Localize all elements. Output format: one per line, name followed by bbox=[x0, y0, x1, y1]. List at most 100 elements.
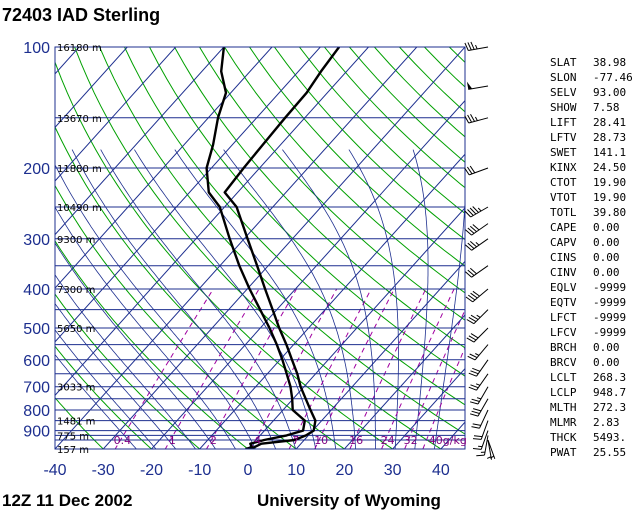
wind-barb-staff bbox=[480, 420, 489, 440]
wind-barb-full bbox=[470, 113, 475, 122]
isotherm-line bbox=[55, 47, 129, 129]
wind-barb-staff bbox=[484, 435, 489, 456]
wind-barb-full bbox=[471, 398, 480, 402]
wind-barb-full bbox=[464, 210, 472, 218]
index-label: LCLT bbox=[550, 371, 577, 384]
moist-adiabat-line bbox=[100, 149, 297, 449]
wind-barb bbox=[464, 165, 489, 176]
wind-barb bbox=[487, 439, 496, 459]
height-label: 3033 m bbox=[57, 383, 95, 394]
index-label: LFTV bbox=[550, 131, 577, 144]
index-value: 5493. bbox=[593, 431, 626, 444]
wind-barb bbox=[472, 420, 489, 440]
wind-barb-staff bbox=[471, 265, 489, 278]
pressure-tick-label: 800 bbox=[23, 403, 50, 420]
index-value: 7.58 bbox=[593, 101, 620, 114]
index-value: 24.50 bbox=[593, 161, 626, 174]
mixing-ratio-line bbox=[288, 288, 372, 449]
wind-barb-full bbox=[466, 166, 473, 175]
wind-barb-staff bbox=[487, 439, 492, 460]
pressure-tick-label: 900 bbox=[23, 424, 50, 441]
dry-adiabat-line bbox=[55, 60, 394, 449]
wind-barb-staff bbox=[468, 85, 489, 90]
moist-adiabat-line bbox=[433, 194, 465, 449]
isotherm-line bbox=[295, 260, 465, 449]
dry-adiabat-line bbox=[55, 293, 201, 449]
height-label: 16180 m bbox=[57, 43, 102, 54]
wind-barb bbox=[466, 327, 489, 343]
wind-barb-half bbox=[475, 44, 478, 50]
index-label: CTOT bbox=[550, 176, 577, 189]
wind-barb-full bbox=[466, 319, 475, 325]
pressure-tick-label: 200 bbox=[23, 161, 50, 178]
temperature-tick-label: 20 bbox=[336, 462, 354, 479]
wind-barb-staff bbox=[471, 223, 489, 236]
index-label: SWET bbox=[550, 146, 577, 159]
wind-barb-half bbox=[477, 207, 482, 212]
wind-barb bbox=[464, 206, 489, 218]
dry-adiabat-line bbox=[123, 47, 465, 406]
wind-barb-full bbox=[465, 229, 472, 236]
wind-barb-full bbox=[465, 271, 472, 278]
wind-barb bbox=[469, 386, 489, 405]
index-label: THCK bbox=[550, 431, 577, 444]
wind-barb bbox=[465, 223, 489, 236]
moist-adiabat-line bbox=[55, 274, 197, 449]
wind-barb-half bbox=[474, 116, 478, 121]
temperature-tick-label: 40 bbox=[432, 462, 450, 479]
station-title: 72403 IAD Sterling bbox=[2, 5, 160, 25]
dry-adiabat-line bbox=[55, 345, 153, 449]
mixing-ratio-line bbox=[164, 288, 260, 449]
observation-time: 12Z 11 Dec 2002 bbox=[2, 491, 132, 510]
wind-barb-staff bbox=[479, 409, 489, 429]
wind-barb bbox=[469, 398, 489, 417]
temperature-tick-label: -20 bbox=[140, 462, 163, 479]
wind-barb-half bbox=[475, 242, 480, 246]
moist-adiabat-line bbox=[55, 206, 236, 449]
index-label: LFCV bbox=[550, 326, 577, 339]
wind-barb-full bbox=[476, 454, 485, 457]
isotherm-line bbox=[150, 99, 465, 449]
index-value: 0.00 bbox=[593, 266, 620, 279]
index-label: CINS bbox=[550, 251, 577, 264]
height-label: 11880 m bbox=[57, 164, 102, 175]
wind-barb-full bbox=[468, 294, 476, 301]
mixing-ratio-label: 24 bbox=[381, 434, 395, 447]
dry-adiabat-line bbox=[273, 47, 465, 241]
wind-barb-full bbox=[468, 372, 477, 377]
index-value: 0.00 bbox=[593, 236, 620, 249]
wind-barb-full bbox=[471, 410, 480, 414]
moist-adiabat-line bbox=[55, 354, 137, 449]
index-label: PWAT bbox=[550, 446, 577, 459]
index-value: 268.3 bbox=[593, 371, 626, 384]
wind-barb-full bbox=[468, 316, 477, 323]
index-label: EQTV bbox=[550, 296, 577, 309]
wind-barb bbox=[486, 439, 492, 460]
index-value: 39.80 bbox=[593, 206, 626, 219]
wind-barb-full bbox=[464, 167, 470, 176]
wind-barb-full bbox=[472, 448, 482, 450]
data-source: University of Wyoming bbox=[257, 491, 441, 510]
wind-barb-full bbox=[470, 370, 479, 375]
moist-adiabat-line bbox=[55, 242, 216, 449]
index-label: CAPV bbox=[550, 236, 577, 249]
temperature-tick-label: 0 bbox=[243, 462, 252, 479]
wind-barb-half bbox=[486, 456, 492, 459]
wind-barb-full bbox=[471, 426, 480, 429]
wind-barb-full bbox=[469, 165, 476, 174]
isotherm-line bbox=[55, 47, 225, 236]
wind-barb-full bbox=[469, 413, 479, 417]
height-label: 157 m bbox=[57, 445, 89, 456]
index-label: LCLP bbox=[550, 386, 577, 399]
height-label: 775 m bbox=[57, 431, 89, 442]
wind-barb-full bbox=[472, 367, 481, 372]
mixing-ratio-labels: 0.4 1 2 4 7 10 16 24 32 40g/kg bbox=[114, 434, 467, 447]
wind-barb bbox=[476, 435, 489, 457]
height-label: 10490 m bbox=[57, 203, 102, 214]
wind-barb-staff bbox=[469, 167, 489, 176]
wind-barb-full bbox=[466, 337, 475, 343]
wind-barb bbox=[465, 238, 489, 251]
temperature-tick-label: 30 bbox=[384, 462, 402, 479]
wind-barb-staff bbox=[470, 206, 489, 218]
mixing-ratio-label: 40g/kg bbox=[429, 434, 467, 447]
